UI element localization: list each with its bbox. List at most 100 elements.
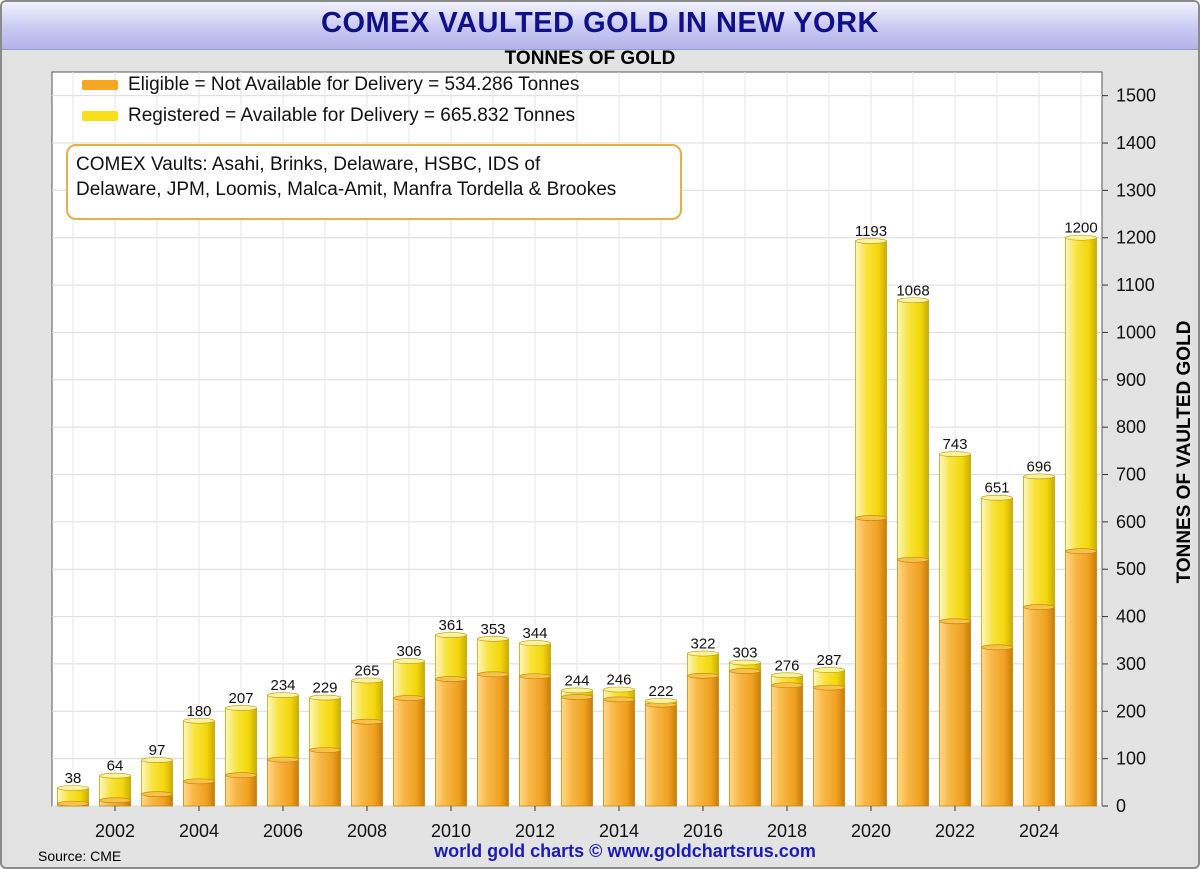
bar-segment-cap [981,644,1013,651]
data-label: 743 [942,436,967,453]
bar-eligible [855,517,887,807]
bar-top-cap [351,677,383,684]
vault-annotation-line1: COMEX Vaults: Asahi, Brinks, Delaware, H… [76,154,541,175]
y-tick-label: 1500 [1116,86,1156,106]
data-label: 361 [438,617,463,634]
data-label: 303 [732,645,757,662]
data-label: 38 [65,770,82,787]
bar-eligible [393,697,425,807]
legend-label-registered: Registered = Available for Delivery = 66… [128,105,576,126]
bar-segment-cap [393,695,425,701]
bar-eligible [729,670,761,807]
bar-eligible [981,646,1013,807]
data-label: 234 [270,677,295,694]
bar-eligible [645,704,677,807]
bar-segment-cap [267,756,299,763]
legend-label-eligible: Eligible = Not Available for Delivery = … [128,74,580,95]
data-label: 696 [1026,458,1051,475]
bar-top-cap [57,785,89,791]
y-tick-label: 700 [1116,465,1146,485]
data-label: 1068 [896,282,929,299]
bar-registered [309,697,341,751]
bar-eligible [939,620,971,807]
bar-eligible [309,749,341,807]
y-tick-label: 200 [1116,701,1146,721]
bar-eligible [1065,550,1097,807]
bar-segment-cap [897,556,929,563]
x-tick-label: 2014 [599,821,639,841]
legend-swatch-eligible [82,80,118,90]
data-label: 276 [774,657,799,674]
bar-eligible [267,759,299,807]
y-tick-label: 900 [1116,370,1146,390]
title-bar: COMEX VAULTED GOLD IN NEW YORK [2,2,1198,50]
bar-eligible [687,675,719,807]
bar-registered [183,720,215,782]
x-tick-label: 2016 [683,821,723,841]
bar-segment-cap [519,673,551,680]
legend-swatch-registered [82,111,118,121]
bar-top-cap [729,659,761,666]
x-tick-label: 2022 [935,821,975,841]
chart-subtitle: TONNES OF GOLD [504,48,676,69]
bar-segment-cap [183,778,215,785]
bar-eligible [183,780,215,807]
bar-top-cap [687,650,719,657]
x-tick-label: 2024 [1019,821,1059,841]
bar-segment-cap [477,671,509,678]
x-tick-label: 2004 [179,821,219,841]
bar-eligible [561,696,593,807]
bar-segment-cap [1065,548,1097,555]
bar-segment-cap [729,668,761,674]
data-label: 353 [480,621,505,638]
data-label: 246 [606,672,631,689]
credit-line: world gold charts © www.goldchartsrus.co… [434,841,816,861]
bar-eligible [351,721,383,807]
bar-segment-cap [855,515,887,521]
bar-segment-cap [225,772,257,779]
data-label: 1200 [1064,220,1097,237]
y-tick-label: 1000 [1116,322,1156,342]
bar-registered [855,240,887,519]
bar-top-cap [771,672,803,679]
bar-top-cap [435,632,467,638]
bar-top-cap [519,640,551,646]
bar-eligible [519,675,551,807]
bar-top-cap [393,658,425,664]
bar-top-cap [183,717,215,724]
bar-segment-cap [939,618,971,625]
bar-segment-cap [99,797,131,804]
data-label: 64 [107,758,124,775]
bar-top-cap [603,686,635,693]
source-note: Source: CME [38,848,122,864]
y-tick-label: 0 [1116,796,1126,816]
y-tick-label: 1400 [1116,133,1156,153]
data-label: 265 [354,663,379,680]
bar-registered [99,775,131,801]
bar-eligible [603,699,635,807]
y-tick-label: 1100 [1116,275,1155,295]
bar-top-cap [225,705,257,711]
bar-eligible [897,559,929,807]
bar-top-cap [99,772,131,779]
bar-segment-cap [1023,604,1055,610]
x-tick-label: 2012 [515,821,555,841]
bar-eligible [771,684,803,807]
data-label: 222 [648,683,673,700]
x-tick-label: 2018 [767,821,807,841]
x-tick-label: 2002 [95,821,135,841]
bar-registered [393,660,425,699]
y-tick-label: 1300 [1116,180,1156,200]
bar-segment-cap [687,672,719,679]
bar-registered [897,299,929,561]
y-axis-label: TONNES OF VAULTED GOLD [1174,320,1195,584]
bar-segment-cap [561,694,593,700]
bar-registered [939,453,971,622]
bar-segment-cap [813,684,845,691]
bar-segment-cap [771,682,803,689]
vault-annotation: COMEX Vaults: Asahi, Brinks, Delaware, H… [66,144,682,220]
y-tick-label: 100 [1116,749,1146,769]
data-label: 244 [564,672,589,689]
y-tick-label: 500 [1116,559,1146,579]
